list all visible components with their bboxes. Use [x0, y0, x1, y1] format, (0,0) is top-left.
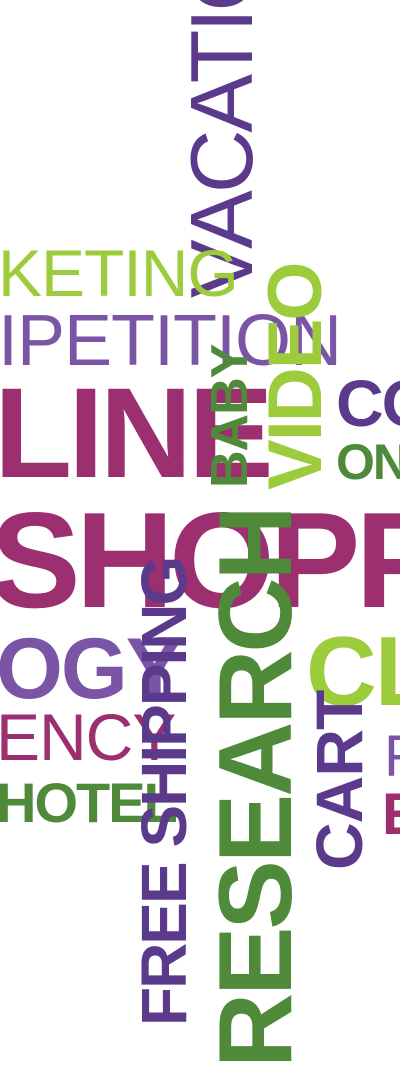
- word-video: VIDEO: [253, 263, 338, 491]
- word-agency: ENCY: [0, 700, 176, 774]
- word-e-fragment: E: [382, 786, 400, 844]
- word-click: CL: [306, 616, 400, 726]
- word-cart: CART: [302, 690, 376, 870]
- word-hotel: HOTEL: [0, 771, 178, 834]
- word-free-shipping: FREE SHIPPING: [128, 557, 200, 1026]
- word-competition: IPETITION: [0, 301, 342, 381]
- word-baby: BABY: [201, 344, 259, 488]
- word-research: RESEARCH: [198, 508, 314, 1068]
- word-co: CO: [336, 366, 400, 440]
- word-r-fragment: F: [384, 728, 400, 786]
- word-shopping: SHOPPIN: [0, 484, 400, 636]
- word-onl: ONI: [336, 434, 400, 490]
- word-technology: OGY: [0, 621, 183, 717]
- word-marketing: KETING: [0, 236, 239, 310]
- word-online: LINE: [0, 362, 274, 505]
